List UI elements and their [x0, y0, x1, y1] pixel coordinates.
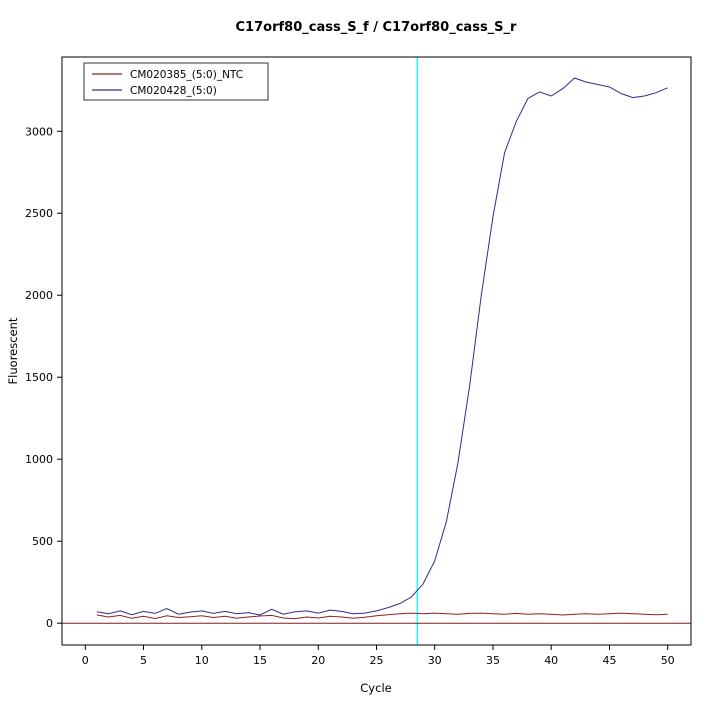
y-tick-label: 3000 [25, 125, 53, 138]
plot-border [61, 56, 692, 646]
x-tick-label: 20 [311, 654, 325, 667]
series-line-ntc [96, 612, 668, 620]
x-tick-label: 35 [486, 654, 500, 667]
x-tick-label: 40 [544, 654, 558, 667]
y-tick-label: 2000 [25, 289, 53, 302]
series-line-sample [96, 77, 668, 616]
x-tick-label: 0 [82, 654, 89, 667]
legend-label-sample: CM020428_(5:0) [130, 85, 217, 97]
legend: CM020385_(5:0)_NTC CM020428_(5:0) [83, 62, 269, 101]
chart-title: C17orf80_cass_S_f / C17orf80_cass_S_r [236, 20, 518, 35]
legend-label-ntc: CM020385_(5:0)_NTC [130, 69, 243, 81]
x-tick-label: 25 [370, 654, 384, 667]
y-tick-label: 1500 [25, 371, 53, 384]
y-tick-label: 0 [46, 617, 53, 630]
x-tick-label: 10 [195, 654, 209, 667]
x-tick-label: 5 [140, 654, 147, 667]
legend-box [83, 62, 269, 101]
y-tick-label: 1000 [25, 453, 53, 466]
y-tick-label: 2500 [25, 207, 53, 220]
x-axis-label: Cycle [360, 681, 391, 695]
x-tick-label: 30 [428, 654, 442, 667]
y-axis-label: Fluorescent [6, 317, 20, 384]
y-tick-label: 500 [32, 535, 53, 548]
axes: 0 5 10 15 20 25 30 35 40 45 5005001000150020002500… [25, 125, 675, 667]
x-tick-label: 50 [661, 654, 675, 667]
x-tick-label: 15 [253, 654, 267, 667]
plot-area [61, 56, 692, 646]
x-tick-label: 45 [603, 654, 617, 667]
